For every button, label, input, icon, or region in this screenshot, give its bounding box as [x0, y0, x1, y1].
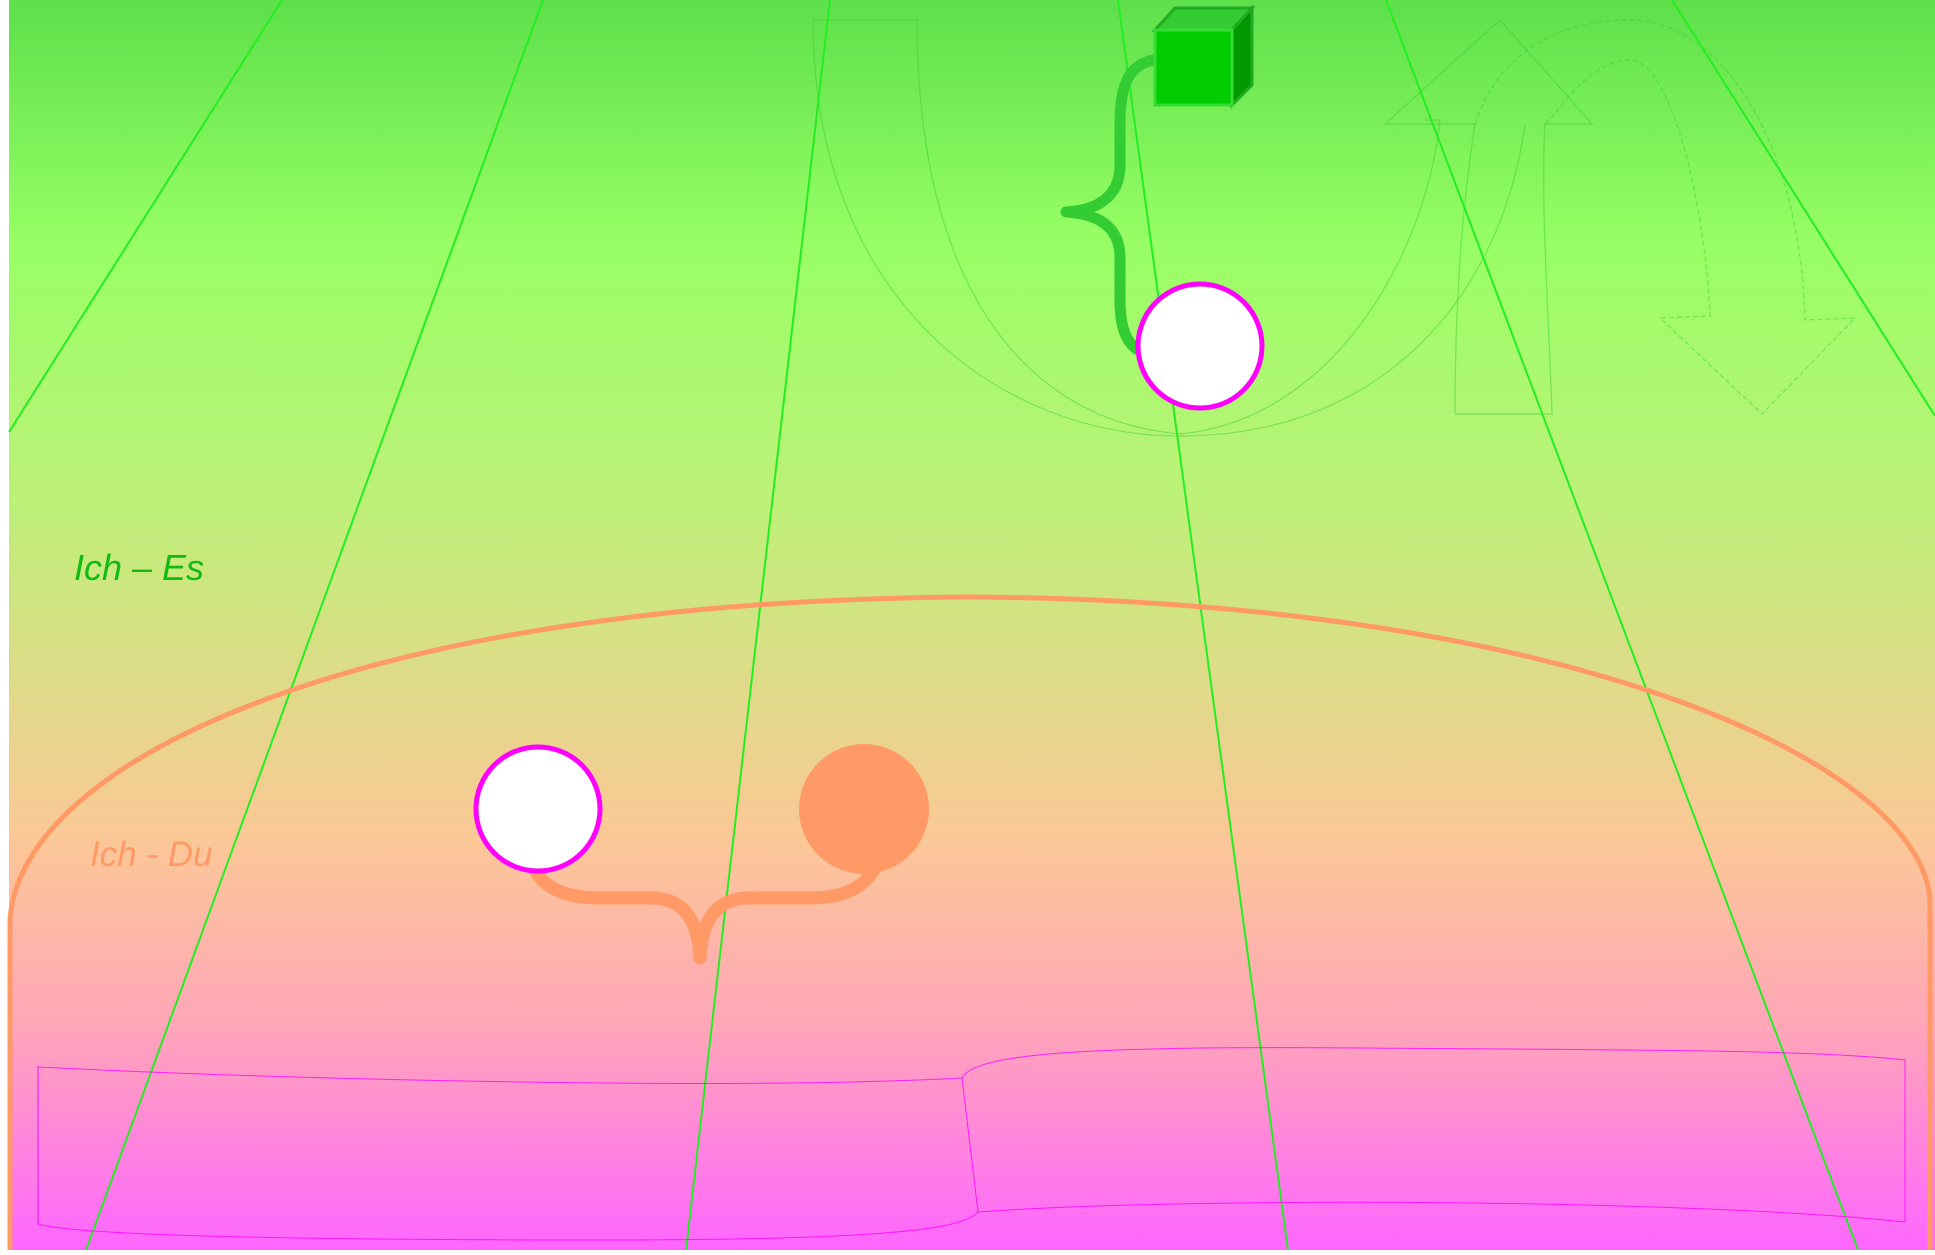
ich-du-boundary: [7, 594, 1933, 1250]
curved-arrow-icon: [1383, 19, 1857, 415]
ich-circle-bottom: [473, 744, 603, 874]
cube-icon: [1151, 4, 1256, 109]
perspective-line: [1385, 0, 1859, 1251]
u-turn-arrow-icon: [812, 19, 1526, 437]
ich-du-label: Ich - Du: [90, 835, 213, 874]
perspective-line: [1117, 0, 1289, 1251]
perspective-line: [685, 0, 831, 1251]
perspective-line: [1671, 0, 1935, 417]
curly-brace-icon: [528, 855, 885, 965]
gradient-field: [9, 0, 1935, 1250]
perspective-line: [8, 0, 283, 433]
perspective-line: [85, 0, 544, 1251]
curly-brace-icon: [1060, 53, 1166, 361]
perspective-lines: [8, 0, 1935, 1251]
scroll-banner-icon: [37, 1047, 1906, 1241]
ich-circle-top: [1135, 281, 1265, 411]
du-circle: [799, 744, 929, 874]
ich-es-label: Ich – Es: [74, 547, 204, 588]
